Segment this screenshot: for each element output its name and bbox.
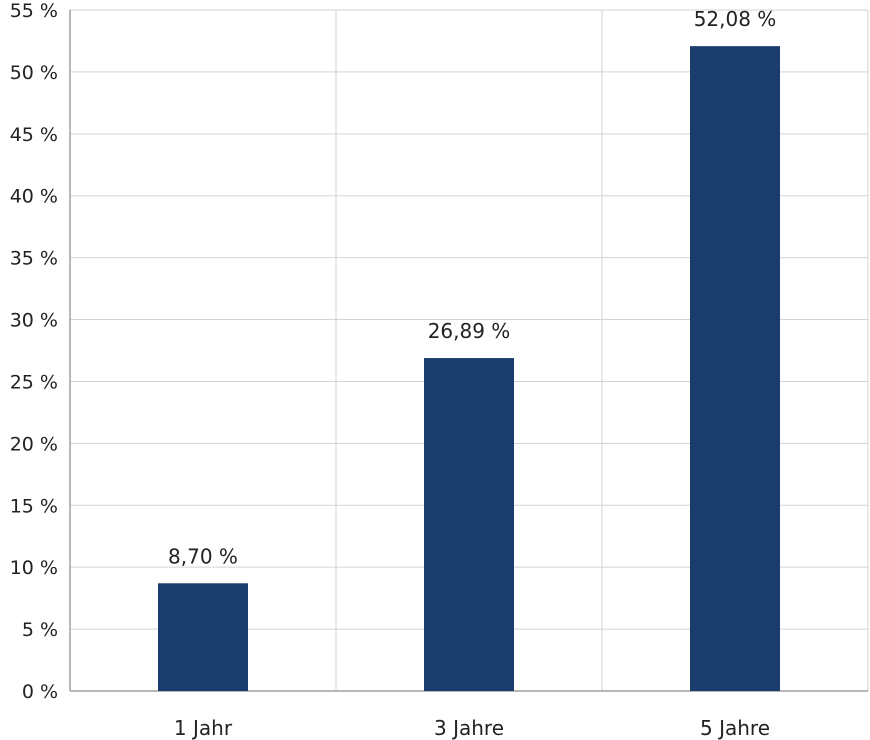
y-tick-label: 55 % bbox=[10, 0, 58, 22]
bar-2 bbox=[424, 358, 514, 691]
y-tick-label: 50 % bbox=[10, 62, 58, 84]
x-category-label: 5 Jahre bbox=[700, 716, 770, 740]
bar-1 bbox=[158, 583, 248, 691]
y-tick-label: 0 % bbox=[22, 681, 58, 703]
x-category-label: 3 Jahre bbox=[434, 716, 504, 740]
y-tick-label: 35 % bbox=[10, 248, 58, 270]
y-tick-label: 15 % bbox=[10, 495, 58, 517]
y-tick-label: 5 % bbox=[22, 619, 58, 641]
y-tick-label: 10 % bbox=[10, 557, 58, 579]
data-label: 26,89 % bbox=[428, 319, 511, 343]
x-category-label: 1 Jahr bbox=[174, 716, 233, 740]
bar-3 bbox=[690, 46, 780, 691]
data-label: 52,08 % bbox=[694, 7, 777, 31]
y-tick-label: 25 % bbox=[10, 371, 58, 393]
y-tick-label: 40 % bbox=[10, 186, 58, 208]
labels: 0 % 5 % 10 % 15 % 20 % 25 % 30 % 35 % 40 % 45 % 50… bbox=[10, 0, 777, 740]
data-label: 8,70 % bbox=[168, 544, 238, 568]
y-tick-label: 45 % bbox=[10, 124, 58, 146]
bars bbox=[158, 46, 780, 691]
y-tick-label: 20 % bbox=[10, 433, 58, 455]
y-tick-label: 30 % bbox=[10, 310, 58, 332]
